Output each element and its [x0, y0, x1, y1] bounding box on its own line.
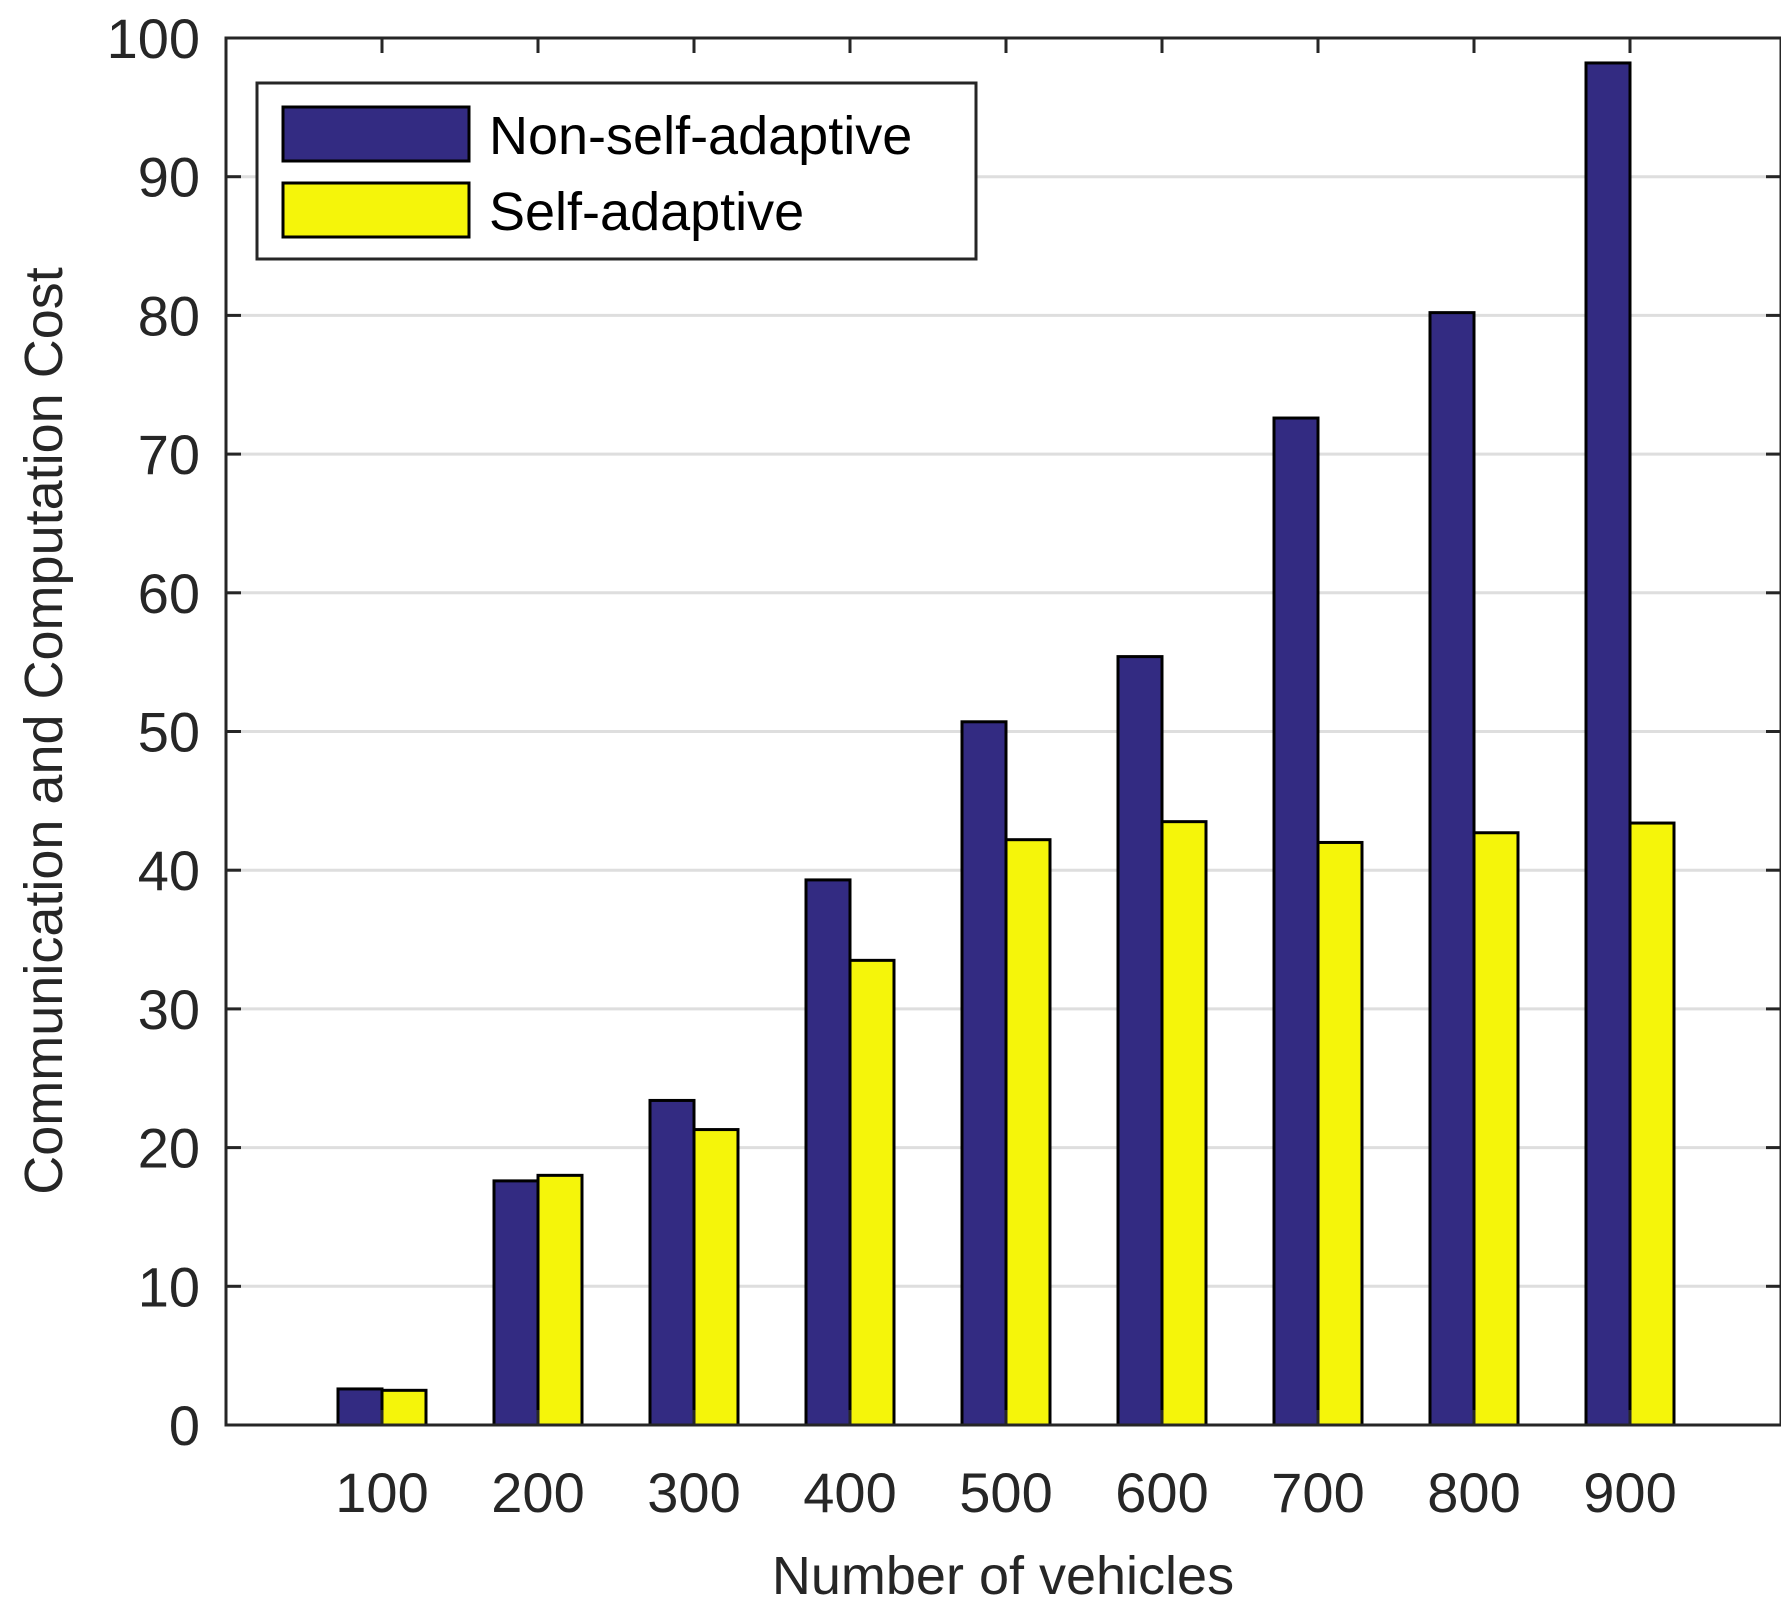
y-tick-label: 20 [138, 1117, 200, 1180]
bar-non-self-adaptive [492, 1179, 540, 1427]
x-tick-label: 100 [335, 1461, 428, 1524]
bar-non-self-adaptive [1584, 61, 1632, 1427]
bar-non-self-adaptive [648, 1098, 696, 1427]
legend-swatch-non-self-adaptive [281, 105, 471, 163]
y-tick-label: 10 [138, 1255, 200, 1318]
ticks: 0 10 20 30 40 50 60 70 80 90 100 100 200 300 400 500 600… [107, 7, 1781, 1524]
bar-self-adaptive [380, 1388, 428, 1427]
bar-self-adaptive [1472, 831, 1520, 1427]
bar-self-adaptive [1628, 821, 1676, 1427]
bar-self-adaptive [692, 1128, 740, 1427]
y-tick-label: 0 [169, 1394, 200, 1457]
x-tick-label: 300 [647, 1461, 740, 1524]
y-axis-label: Communication and Computation Cost [14, 267, 74, 1194]
bar-non-self-adaptive [960, 720, 1008, 1427]
y-tick-label: 60 [138, 562, 200, 625]
x-tick-label: 400 [803, 1461, 896, 1524]
y-tick-label: 70 [138, 423, 200, 486]
y-tick-label: 40 [138, 839, 200, 902]
x-tick-label: 600 [1115, 1461, 1208, 1524]
x-axis-label: Number of vehicles [772, 1546, 1234, 1606]
y-tick-label: 80 [138, 284, 200, 347]
bar-self-adaptive [536, 1173, 584, 1427]
x-tick-label: 200 [491, 1461, 584, 1524]
y-tick-label: 30 [138, 978, 200, 1041]
x-tick-label: 500 [959, 1461, 1052, 1524]
bar-non-self-adaptive [1116, 655, 1164, 1427]
legend-label-self-adaptive: Self-adaptive [489, 182, 804, 242]
x-tick-label: 800 [1427, 1461, 1520, 1524]
bar-self-adaptive [1160, 820, 1208, 1427]
bar-non-self-adaptive [1428, 311, 1476, 1427]
bar-self-adaptive [1004, 838, 1052, 1427]
y-tick-label: 90 [138, 146, 200, 209]
bar-self-adaptive [1316, 840, 1364, 1427]
legend: Non-self-adaptive Self-adaptive [255, 81, 978, 261]
y-tick-label: 100 [107, 7, 200, 70]
x-tick-label: 900 [1583, 1461, 1676, 1524]
bar-non-self-adaptive [1272, 416, 1320, 1427]
bar-self-adaptive [848, 958, 896, 1427]
legend-swatch-self-adaptive [281, 181, 471, 239]
legend-label-non-self-adaptive: Non-self-adaptive [489, 106, 912, 166]
bar-non-self-adaptive [336, 1387, 384, 1427]
x-tick-label: 700 [1271, 1461, 1364, 1524]
bar-non-self-adaptive [804, 878, 852, 1427]
y-tick-label: 50 [138, 701, 200, 764]
bars [336, 61, 1676, 1427]
